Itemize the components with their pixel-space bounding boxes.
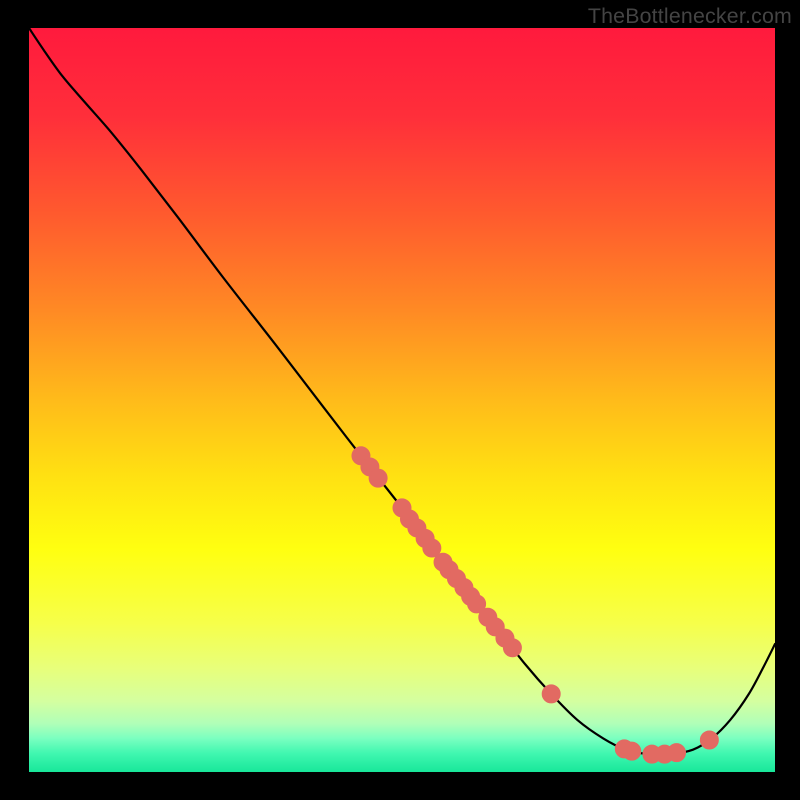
plot-background <box>29 28 775 772</box>
chart-root: TheBottlenecker.com <box>0 0 800 800</box>
marker-point <box>668 744 686 762</box>
marker-point <box>623 742 641 760</box>
marker-point <box>503 639 521 657</box>
marker-point <box>542 685 560 703</box>
chart-svg <box>0 0 800 800</box>
marker-point <box>700 731 718 749</box>
marker-point <box>369 469 387 487</box>
watermark-text: TheBottlenecker.com <box>588 4 792 29</box>
